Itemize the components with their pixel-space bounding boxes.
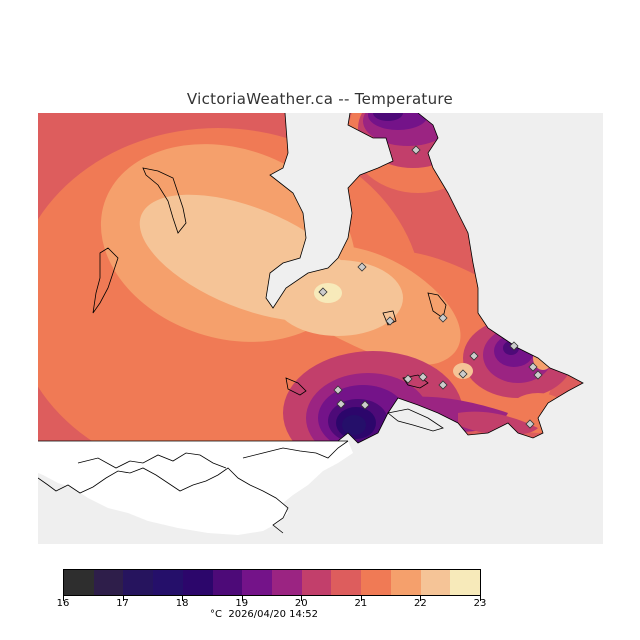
diamond-icon xyxy=(418,372,428,382)
diamond-icon xyxy=(333,385,343,395)
colorbar-tick-label: 19 xyxy=(235,598,249,609)
temperature-colorbar xyxy=(63,569,481,596)
colorbar-tick xyxy=(420,596,422,601)
diamond-icon xyxy=(336,399,346,409)
map-title: VictoriaWeather.ca -- Temperature xyxy=(186,90,454,108)
colorbar-segment xyxy=(93,570,124,595)
colorbar-segment xyxy=(242,570,273,595)
colorbar-tick-label: 23 xyxy=(473,598,487,609)
colorbar-segment xyxy=(331,570,362,595)
colorbar-tick xyxy=(360,596,362,601)
diamond-icon xyxy=(525,419,535,429)
colorbar-tick-label: 20 xyxy=(294,598,308,609)
diamond-icon xyxy=(318,287,328,297)
colorbar-segment xyxy=(153,570,183,595)
diamond-icon xyxy=(533,370,543,380)
colorbar-tick-label: 22 xyxy=(414,598,427,609)
diamond-icon xyxy=(509,341,519,351)
temperature-map xyxy=(38,113,603,544)
colorbar-segment xyxy=(123,570,154,595)
colorbar-segment xyxy=(361,570,391,595)
colorbar-segment xyxy=(301,570,332,595)
diamond-icon xyxy=(357,262,367,272)
colorbar-tick-label: 17 xyxy=(116,598,129,609)
colorbar-segment xyxy=(64,570,94,595)
diamond-icon xyxy=(438,380,448,390)
colorbar-tick xyxy=(63,596,64,601)
diamond-icon xyxy=(458,369,468,379)
unit-label: °C xyxy=(210,609,222,620)
colorbar-segment xyxy=(212,570,243,595)
coastline xyxy=(92,113,584,444)
diamond-icon xyxy=(469,351,479,361)
station-markers xyxy=(318,145,543,429)
colorbar-tick xyxy=(301,596,303,601)
map-footer: °C 2026/04/20 14:52 xyxy=(210,609,318,620)
diamond-icon xyxy=(438,313,448,323)
temperature-field xyxy=(38,113,603,544)
diamond-icon xyxy=(403,374,413,384)
diamond-icon xyxy=(528,362,538,372)
colorbar-tick xyxy=(241,596,243,601)
colorbar-tick xyxy=(182,596,184,601)
colorbar-tick xyxy=(122,596,124,601)
diamond-icon xyxy=(360,400,370,410)
colorbar-segment xyxy=(272,570,302,595)
colorbar-tick-label: 21 xyxy=(354,598,368,609)
colorbar-tick-label: 16 xyxy=(56,598,70,609)
diamond-icon xyxy=(411,145,421,155)
colorbar-segment xyxy=(420,570,451,595)
colorbar-tick xyxy=(480,596,481,601)
timestamp: 2026/04/20 14:52 xyxy=(228,609,318,620)
colorbar-segment xyxy=(450,570,481,595)
colorbar-ticks: 16 17 18 19 20 21 22 23 xyxy=(57,596,486,618)
diamond-icon xyxy=(385,316,395,326)
colorbar-segment xyxy=(182,570,213,595)
colorbar-tick-label: 18 xyxy=(175,598,189,609)
colorbar-segment xyxy=(390,570,421,595)
